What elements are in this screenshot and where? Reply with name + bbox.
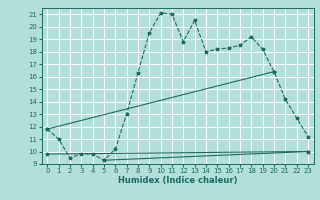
X-axis label: Humidex (Indice chaleur): Humidex (Indice chaleur) — [118, 176, 237, 185]
